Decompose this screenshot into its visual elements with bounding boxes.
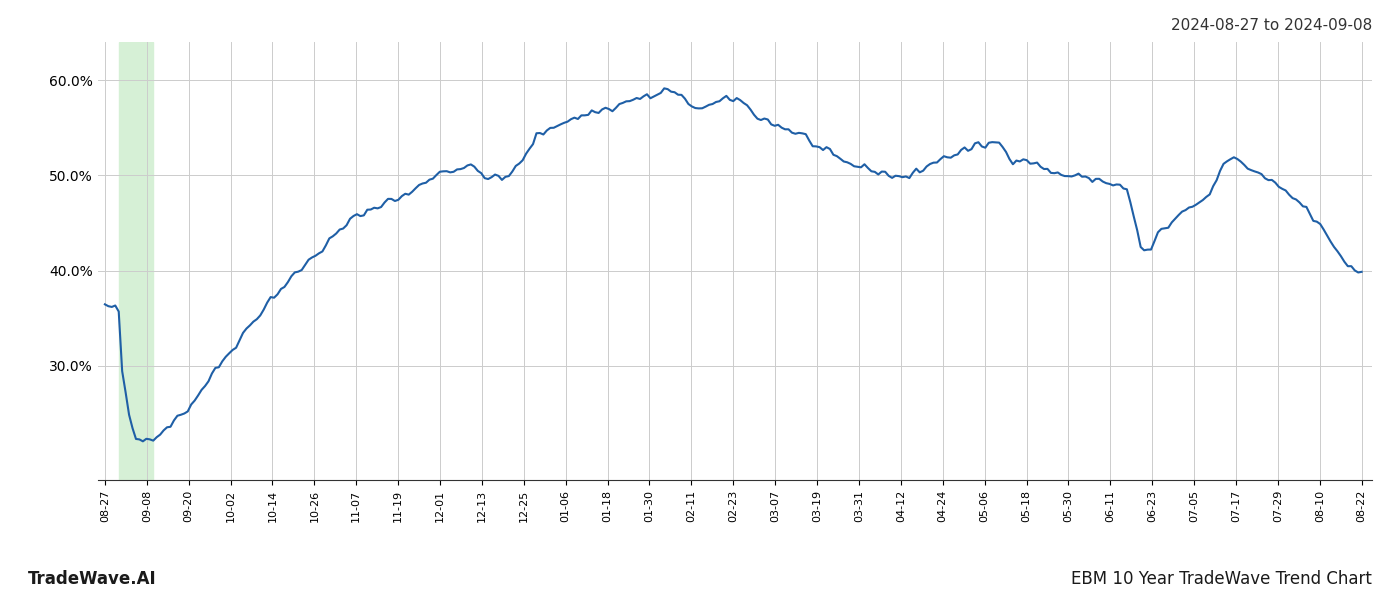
Text: TradeWave.AI: TradeWave.AI — [28, 570, 157, 588]
Text: EBM 10 Year TradeWave Trend Chart: EBM 10 Year TradeWave Trend Chart — [1071, 570, 1372, 588]
Bar — [119, 42, 153, 480]
Text: 2024-08-27 to 2024-09-08: 2024-08-27 to 2024-09-08 — [1170, 18, 1372, 33]
